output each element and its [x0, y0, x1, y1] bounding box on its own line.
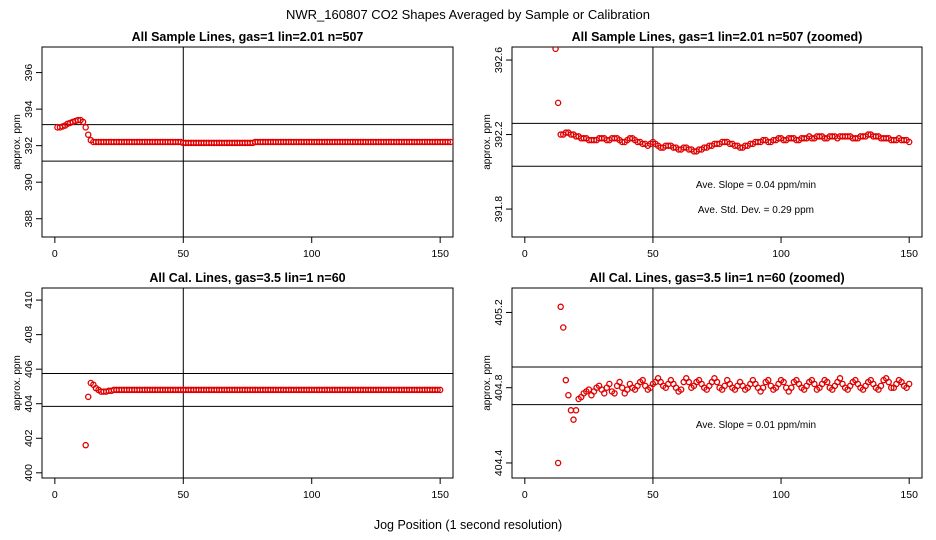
- data-point: [444, 138, 452, 146]
- data-point: [562, 376, 570, 384]
- y-axis-label: approx. ppm: [482, 355, 493, 411]
- data-point: [552, 47, 559, 53]
- data-point: [877, 382, 885, 390]
- y-tick-label: 388: [23, 210, 35, 228]
- panel-title: All Cal. Lines, gas=3.5 lin=1 n=60: [149, 271, 345, 285]
- data-point: [447, 138, 453, 146]
- chart-panel-4: All Cal. Lines, gas=3.5 lin=1 n=60 (zoom…: [482, 271, 923, 501]
- y-axis-label: approx. ppm: [12, 114, 23, 170]
- data-point: [554, 99, 562, 107]
- stat-annotation: Ave. Std. Dev. = 0.29 ppm: [698, 205, 814, 216]
- data-point: [84, 131, 92, 138]
- y-tick-label: 405.2: [493, 299, 505, 325]
- plot-frame: [511, 287, 923, 479]
- series-points: [554, 303, 913, 467]
- data-point: [616, 378, 623, 386]
- data-point: [82, 124, 89, 131]
- data-point: [836, 375, 844, 382]
- data-point: [759, 384, 767, 391]
- y-tick-label: 404.4: [493, 450, 505, 476]
- x-tick-label: 100: [772, 248, 790, 260]
- data-point: [570, 416, 577, 423]
- x-tick-label: 100: [303, 489, 321, 501]
- y-tick-label: 392.6: [493, 47, 505, 73]
- data-point: [811, 380, 818, 388]
- x-tick-label: 150: [431, 248, 449, 260]
- y-tick-label: 408: [23, 326, 35, 344]
- data-point: [606, 380, 613, 388]
- y-tick-label: 402: [23, 429, 35, 447]
- x-tick-label: 50: [177, 248, 189, 260]
- series-points: [54, 116, 453, 147]
- stat-annotation: Ave. Slope = 0.04 ppm/min: [696, 180, 816, 191]
- panel-title: All Sample Lines, gas=1 lin=2.01 n=507: [132, 30, 364, 44]
- panel-title: All Cal. Lines, gas=3.5 lin=1 n=60 (zoom…: [589, 271, 844, 285]
- y-tick-label: 410: [23, 291, 35, 309]
- x-tick-label: 0: [52, 248, 58, 260]
- figure-xlabel: Jog Position (1 second resolution): [374, 518, 562, 532]
- data-point: [639, 376, 646, 384]
- data-point: [601, 390, 608, 397]
- data-point: [905, 138, 913, 146]
- x-tick-label: 150: [900, 489, 918, 501]
- x-tick-label: 100: [772, 489, 790, 501]
- data-point: [565, 391, 572, 399]
- data-point: [84, 393, 92, 401]
- data-point: [618, 384, 626, 391]
- data-point: [888, 384, 895, 391]
- x-tick-label: 0: [522, 248, 528, 260]
- x-tick-label: 0: [52, 489, 58, 501]
- y-tick-label: 392.2: [493, 121, 505, 147]
- y-axis-label: approx. ppm: [482, 114, 493, 170]
- chart-panel-3: All Cal. Lines, gas=3.5 lin=1 n=60 0 50 100…: [12, 271, 454, 501]
- y-tick-label: 406: [23, 360, 35, 378]
- chart-panel-2: All Sample Lines, gas=1 lin=2.01 n=507 (…: [482, 30, 923, 260]
- y-tick-label: 400: [23, 464, 35, 482]
- x-tick-label: 50: [647, 248, 659, 260]
- data-point: [677, 386, 685, 393]
- series-points: [82, 379, 444, 449]
- data-point: [557, 303, 564, 311]
- data-point: [567, 407, 575, 414]
- data-point: [905, 380, 913, 388]
- x-tick-label: 150: [431, 489, 449, 501]
- plot-frame: [511, 46, 923, 238]
- stat-annotation: Ave. Slope = 0.01 ppm/min: [696, 420, 816, 431]
- data-point: [554, 459, 562, 467]
- data-point: [713, 378, 721, 386]
- data-point: [685, 378, 693, 386]
- data-point: [823, 378, 831, 386]
- panel-title: All Sample Lines, gas=1 lin=2.01 n=507 (…: [572, 30, 863, 44]
- x-tick-label: 150: [900, 248, 918, 260]
- y-axis-label: approx. ppm: [12, 355, 23, 411]
- y-tick-label: 394: [23, 100, 35, 118]
- data-point: [572, 407, 580, 414]
- y-tick-label: 390: [23, 173, 35, 191]
- chart-panel-1: All Sample Lines, gas=1 lin=2.01 n=507 0 5…: [12, 30, 454, 260]
- y-tick-label: 404.8: [493, 374, 505, 400]
- series-points: [552, 47, 913, 155]
- data-point: [436, 386, 444, 394]
- data-point: [82, 441, 89, 449]
- data-point: [79, 118, 87, 126]
- data-point: [885, 378, 892, 386]
- figure-title: NWR_160807 CO2 Shapes Averaged by Sample…: [286, 7, 650, 22]
- data-point: [765, 376, 772, 384]
- x-tick-label: 50: [177, 489, 189, 501]
- data-point: [780, 378, 787, 386]
- x-tick-label: 0: [522, 489, 528, 501]
- data-point: [434, 386, 441, 394]
- x-tick-label: 100: [303, 248, 321, 260]
- plot-frame: [41, 287, 454, 479]
- x-tick-label: 50: [647, 489, 659, 501]
- y-tick-label: 396: [23, 64, 35, 82]
- y-tick-label: 392: [23, 137, 35, 155]
- data-point: [788, 384, 795, 391]
- data-point: [611, 390, 618, 397]
- y-tick-label: 391.8: [493, 196, 505, 222]
- y-tick-label: 404: [23, 395, 35, 413]
- data-point: [560, 324, 567, 331]
